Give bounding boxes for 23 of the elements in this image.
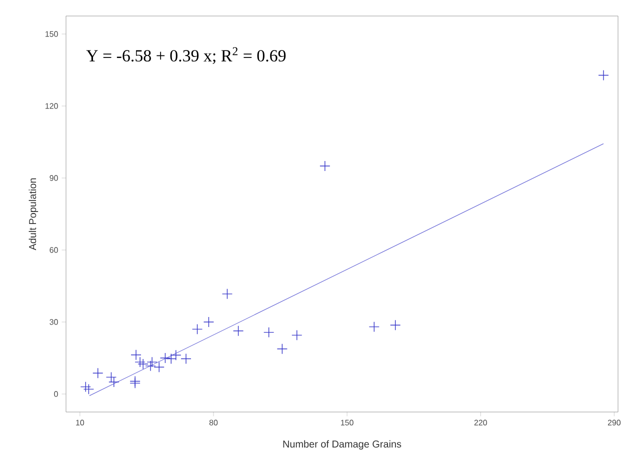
point [160,352,171,364]
point [222,288,233,300]
point [180,353,192,364]
annotation: Y = -6.58 + 0.39 x; R$^{2}$ = 0.69 [86,47,286,64]
point [145,360,156,372]
point [166,353,176,364]
point [92,368,104,378]
point [232,326,244,336]
point [138,358,148,370]
point [320,160,330,172]
x-axis-title: Number of Damage Grains [283,440,402,450]
point [292,330,302,341]
point [80,381,91,392]
point [598,70,609,81]
point [203,316,214,328]
point [276,344,288,354]
point [192,324,203,335]
point [170,350,182,360]
point [390,320,401,330]
y-axis-title: Adult Population [28,178,38,250]
point [83,384,94,395]
point [264,326,274,338]
point [368,321,380,332]
